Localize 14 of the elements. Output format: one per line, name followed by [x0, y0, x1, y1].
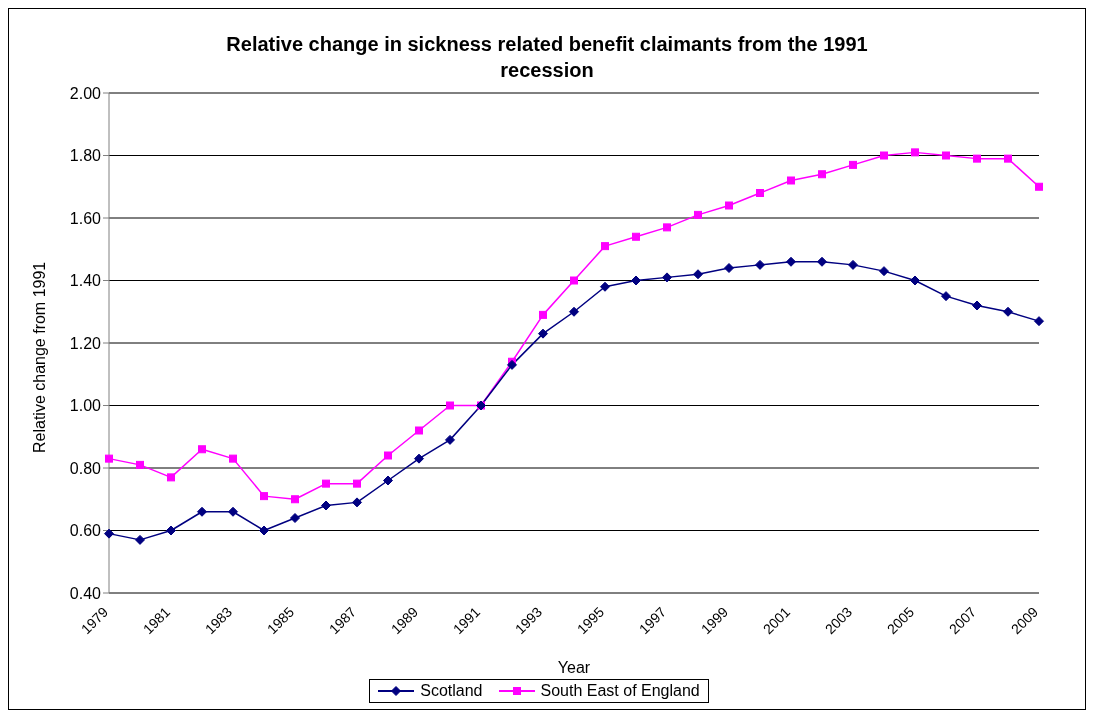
y-tick-label: 1.40 [69, 272, 102, 290]
y-tick-label: 0.80 [69, 459, 102, 477]
y-axis-title: Relative change from 1991 [30, 261, 48, 453]
y-tick-label: 2.00 [69, 84, 102, 102]
y-tick-label: 1.20 [69, 334, 102, 352]
x-axis-title: Year [557, 659, 591, 676]
y-tick-label: 1.00 [69, 397, 102, 415]
y-tick-label: 0.60 [69, 522, 102, 540]
legend-label: Scotland [419, 682, 483, 700]
legend-label: South East of England [539, 682, 700, 700]
y-tick-label: 0.40 [69, 584, 102, 602]
y-tick-label: 1.60 [69, 209, 102, 227]
y-tick-label: 1.80 [69, 147, 102, 165]
chart-title: Relative change in sickness related benefit claimants from the 1991 recession [225, 32, 869, 83]
